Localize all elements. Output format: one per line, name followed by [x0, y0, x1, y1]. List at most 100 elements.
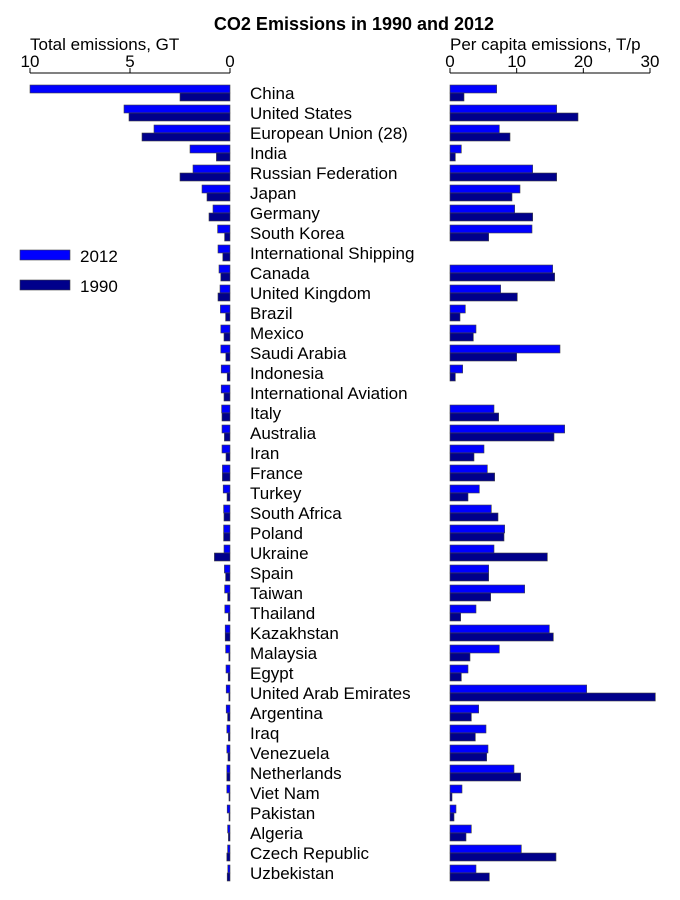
percapita-emissions-bars	[449, 84, 656, 882]
percapita-bar-1990	[449, 632, 554, 642]
category-label: India	[250, 144, 287, 163]
total-bar-2012	[222, 464, 231, 474]
percapita-bar-1990	[449, 212, 533, 222]
total-bar-2012	[227, 864, 231, 874]
percapita-bar-1990	[449, 112, 579, 122]
total-bar-1990	[217, 292, 231, 302]
category-label: Turkey	[250, 484, 302, 503]
total-bar-2012	[220, 304, 231, 314]
total-bar-1990	[223, 532, 231, 542]
total-bar-1990	[221, 412, 231, 422]
total-bar-2012	[225, 684, 231, 694]
category-label: United States	[250, 104, 352, 123]
percapita-bar-1990	[449, 672, 462, 682]
percapita-bar-1990	[449, 612, 461, 622]
total-bar-1990	[206, 192, 231, 202]
total-bar-2012	[224, 604, 231, 614]
total-bar-1990	[228, 692, 231, 702]
legend-label: 1990	[80, 277, 118, 296]
right-tick-label: 20	[574, 52, 593, 71]
category-label: Argentina	[250, 704, 323, 723]
percapita-bar-1990	[449, 812, 455, 822]
total-bar-1990	[223, 392, 231, 402]
percapita-bar-2012	[449, 364, 463, 374]
right-tick-label: 10	[507, 52, 526, 71]
total-bar-2012	[219, 284, 231, 294]
category-label: Germany	[250, 204, 320, 223]
category-label: Egypt	[250, 664, 294, 683]
category-label: Japan	[250, 184, 296, 203]
percapita-bar-2012	[449, 544, 495, 554]
total-bar-2012	[217, 244, 231, 254]
total-bar-2012	[123, 104, 231, 114]
category-label: Malaysia	[250, 644, 318, 663]
total-bar-1990	[222, 252, 231, 262]
legend-swatch-1990	[19, 279, 71, 291]
percapita-bar-2012	[449, 164, 533, 174]
total-bar-1990	[226, 372, 231, 382]
total-bar-1990	[141, 132, 231, 142]
percapita-bar-2012	[449, 464, 488, 474]
total-bar-2012	[220, 364, 231, 374]
percapita-bar-1990	[449, 532, 505, 542]
total-bar-1990	[227, 752, 231, 762]
category-label: International Shipping	[250, 244, 414, 263]
percapita-bar-1990	[449, 192, 513, 202]
category-label: Netherlands	[250, 764, 342, 783]
category-label: United Arab Emirates	[250, 684, 411, 703]
chart-title: CO2 Emissions in 1990 and 2012	[214, 14, 494, 34]
category-label: Venezuela	[250, 744, 330, 763]
total-bar-2012	[225, 644, 231, 654]
percapita-bar-2012	[449, 784, 463, 794]
total-bar-2012	[227, 844, 231, 854]
total-bar-2012	[217, 224, 231, 234]
category-label: Russian Federation	[250, 164, 397, 183]
percapita-bar-1990	[449, 152, 456, 162]
total-bar-2012	[212, 204, 231, 214]
percapita-bar-2012	[449, 404, 495, 414]
category-label: Viet Nam	[250, 784, 320, 803]
total-bar-2012	[222, 484, 231, 494]
total-bar-1990	[228, 732, 231, 742]
percapita-bar-1990	[449, 472, 495, 482]
category-label: Pakistan	[250, 804, 315, 823]
percapita-bar-1990	[449, 352, 517, 362]
category-label: Kazakhstan	[250, 624, 339, 643]
total-bar-2012	[221, 404, 231, 414]
left-total-axis: 10 5 0	[21, 52, 235, 74]
category-label: South Africa	[250, 504, 342, 523]
category-label: United Kingdom	[250, 284, 371, 303]
percapita-bar-2012	[449, 724, 487, 734]
total-bar-1990	[226, 772, 231, 782]
category-label: International Aviation	[250, 384, 408, 403]
category-label: Iran	[250, 444, 279, 463]
total-bar-2012	[220, 344, 231, 354]
percapita-bar-2012	[449, 804, 457, 814]
category-label: European Union (28)	[250, 124, 408, 143]
total-bar-1990	[222, 472, 231, 482]
total-bar-2012	[226, 784, 231, 794]
total-bar-2012	[223, 524, 231, 534]
total-bar-1990	[226, 872, 231, 882]
percapita-bar-1990	[449, 872, 490, 882]
percapita-bar-1990	[449, 92, 465, 102]
total-bar-1990	[226, 492, 231, 502]
percapita-bar-1990	[449, 232, 489, 242]
percapita-bar-1990	[449, 332, 474, 342]
category-label: Uzbekistan	[250, 864, 334, 883]
total-emissions-bars	[29, 84, 231, 882]
category-label: Ukraine	[250, 544, 309, 563]
total-bar-1990	[224, 232, 231, 242]
total-bar-2012	[226, 744, 231, 754]
total-bar-1990	[228, 812, 231, 822]
percapita-bar-1990	[449, 572, 489, 582]
legend-swatch-2012	[19, 249, 71, 261]
category-label: Indonesia	[250, 364, 324, 383]
total-bar-1990	[223, 512, 231, 522]
percapita-bar-1990	[449, 372, 456, 382]
right-tick-label: 30	[641, 52, 660, 71]
total-bar-2012	[226, 724, 231, 734]
percapita-bar-2012	[449, 644, 500, 654]
